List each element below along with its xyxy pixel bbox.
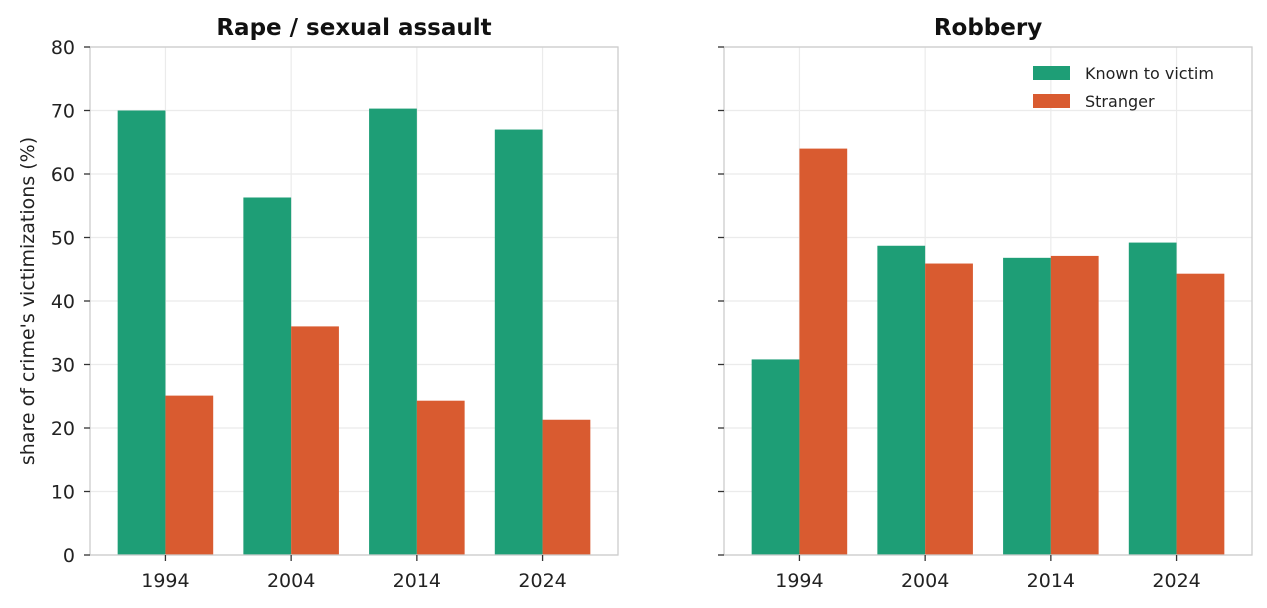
bar-known-1994 <box>751 359 800 555</box>
legend-label-known: Known to victim <box>1085 64 1214 83</box>
bar-known-2004 <box>877 245 926 555</box>
y-tick-label: 0 <box>63 545 75 567</box>
y-tick-label: 40 <box>51 291 75 313</box>
bar-stranger-2014 <box>416 400 465 555</box>
y-tick-label: 80 <box>51 37 75 59</box>
bar-stranger-2024 <box>542 419 591 555</box>
legend-label-stranger: Stranger <box>1085 92 1155 111</box>
bar-stranger-1994 <box>165 395 214 555</box>
x-tick-label: 2004 <box>901 570 949 592</box>
y-tick-label: 70 <box>51 101 75 123</box>
y-tick-label: 30 <box>51 355 75 377</box>
x-tick-label: 2014 <box>1027 570 1075 592</box>
legend-swatch-stranger <box>1033 94 1070 108</box>
legend: Known to victim Stranger <box>1033 64 1214 111</box>
legend-swatch-known <box>1033 66 1070 80</box>
y-tick-label: 20 <box>51 418 75 440</box>
panel-title: Robbery <box>934 15 1042 41</box>
x-tick-label: 1994 <box>775 570 823 592</box>
x-tick-label: 1994 <box>141 570 189 592</box>
bar-known-2024 <box>1128 242 1177 555</box>
y-tick-label: 50 <box>51 228 75 250</box>
x-tick-label: 2024 <box>1152 570 1200 592</box>
bar-stranger-2024 <box>1176 273 1225 555</box>
y-tick-label: 60 <box>51 164 75 186</box>
bar-stranger-2014 <box>1050 255 1099 556</box>
x-tick-label: 2014 <box>393 570 441 592</box>
bar-known-2014 <box>1003 257 1051 555</box>
x-tick-label: 2024 <box>518 570 566 592</box>
bar-stranger-2004 <box>291 326 339 555</box>
bar-known-2024 <box>494 129 543 556</box>
panel-rape-sexual-assault: 0 10 20 30 40 50 60 70 80 1994 2004 2014 2024 Rape / … <box>51 15 619 592</box>
bar-stranger-1994 <box>799 148 848 555</box>
panel-title: Rape / sexual assault <box>216 15 491 41</box>
bar-stranger-2004 <box>925 263 973 555</box>
bar-known-2014 <box>369 108 417 555</box>
bar-known-1994 <box>117 110 166 555</box>
panel-robbery: 1994 2004 2014 2024 Robbery <box>718 15 1253 592</box>
y-tick-label: 10 <box>51 482 75 504</box>
bar-known-2004 <box>243 197 292 555</box>
x-tick-label: 2004 <box>267 570 315 592</box>
y-axis-label: share of crime's victimizations (%) <box>17 137 39 465</box>
